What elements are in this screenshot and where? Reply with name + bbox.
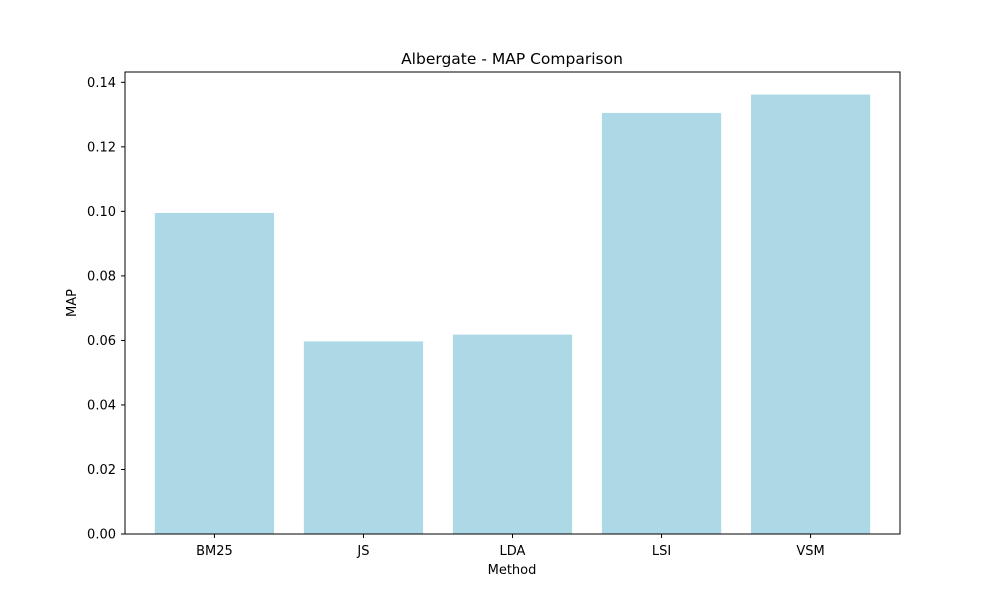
- y-tick-label: 0.08: [87, 269, 116, 284]
- x-axis-label: Method: [488, 563, 537, 578]
- bar-vsm: [750, 94, 871, 534]
- plot-frame: [124, 71, 901, 535]
- y-axis-label: MAP: [65, 289, 80, 317]
- x-tick-label: VSM: [796, 544, 824, 559]
- bar-lda: [452, 334, 573, 534]
- x-axis: BM25 JS LDA LSI VSM: [196, 534, 825, 559]
- y-axis: 0.00 0.02 0.04 0.06 0.08 0.10 0.12 0.14: [87, 76, 125, 543]
- chart-title: Albergate - MAP Comparison: [401, 50, 623, 68]
- y-tick-label: 0.14: [87, 76, 116, 91]
- y-tick-label: 0.04: [87, 398, 116, 413]
- x-tick-label: BM25: [196, 544, 233, 559]
- x-tick-label: LDA: [500, 544, 526, 559]
- x-tick-label: LSI: [652, 544, 671, 559]
- bar-bm25: [154, 212, 275, 535]
- x-tick-label: JS: [356, 544, 369, 559]
- y-tick-label: 0.10: [87, 205, 116, 220]
- bars-layer: [154, 94, 871, 535]
- y-tick-label: 0.00: [87, 528, 116, 543]
- y-tick-label: 0.12: [87, 140, 116, 155]
- y-tick-label: 0.02: [87, 463, 116, 478]
- bar-js: [303, 341, 424, 534]
- bar-lsi: [601, 112, 722, 534]
- y-tick-label: 0.06: [87, 334, 116, 349]
